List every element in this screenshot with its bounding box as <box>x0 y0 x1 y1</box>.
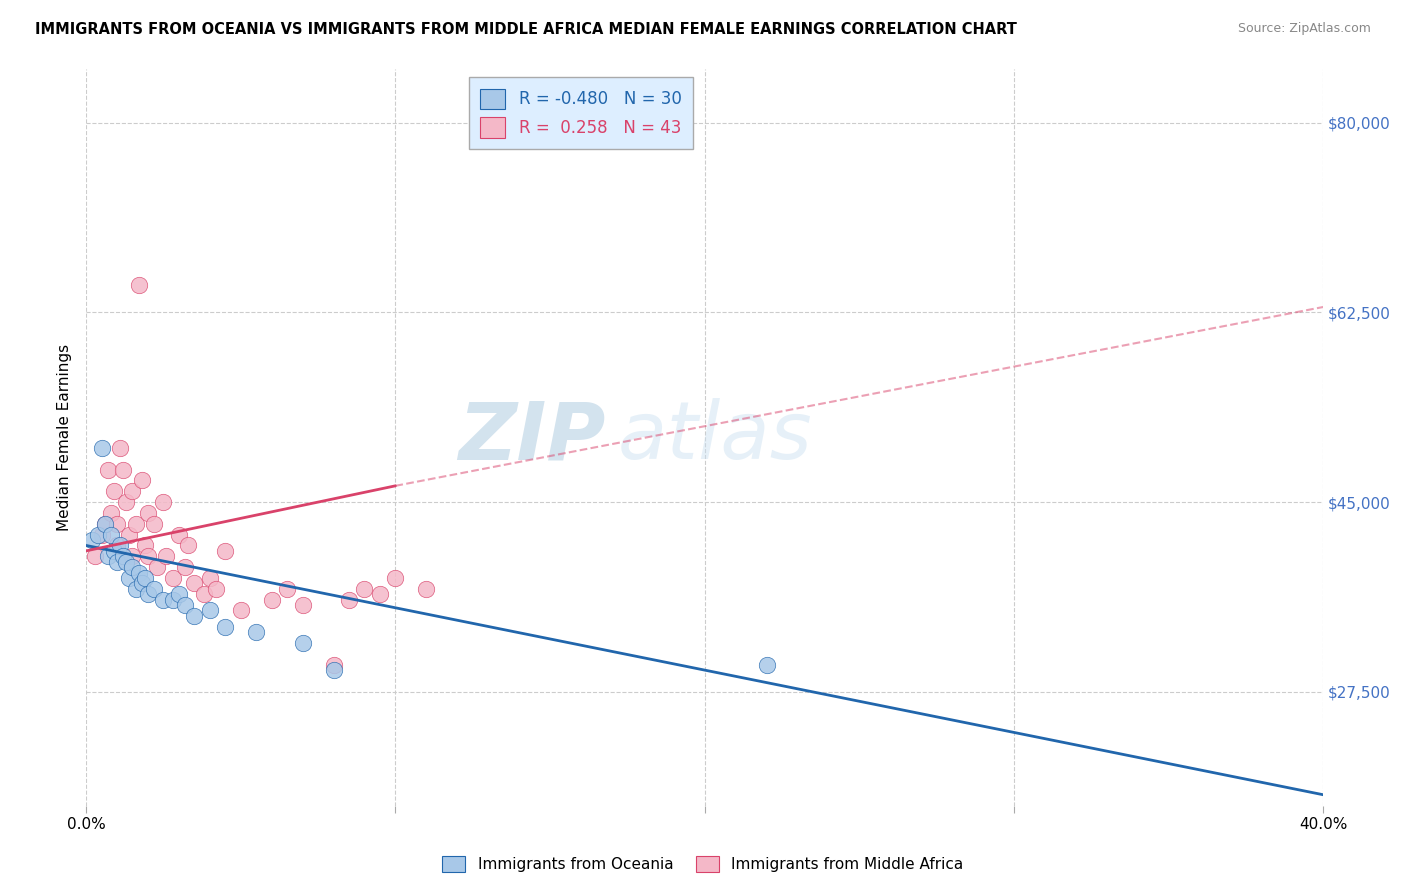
Text: ZIP: ZIP <box>458 398 606 476</box>
Point <box>124 516 146 531</box>
Point <box>214 620 236 634</box>
Point <box>205 582 228 596</box>
Point <box>174 560 197 574</box>
Point <box>131 474 153 488</box>
Point <box>100 527 122 541</box>
Point <box>146 560 169 574</box>
Point <box>162 571 184 585</box>
Legend: Immigrants from Oceania, Immigrants from Middle Africa: Immigrants from Oceania, Immigrants from… <box>434 848 972 880</box>
Point <box>97 549 120 564</box>
Point <box>368 587 391 601</box>
Point <box>134 538 156 552</box>
Point <box>260 592 283 607</box>
Point <box>90 527 112 541</box>
Point <box>337 592 360 607</box>
Point <box>143 582 166 596</box>
Point <box>105 538 128 552</box>
Text: Source: ZipAtlas.com: Source: ZipAtlas.com <box>1237 22 1371 36</box>
Point <box>174 598 197 612</box>
Point <box>136 506 159 520</box>
Point <box>128 278 150 293</box>
Point <box>82 533 104 547</box>
Point <box>152 495 174 509</box>
Point <box>103 544 125 558</box>
Point <box>100 506 122 520</box>
Point <box>214 544 236 558</box>
Point <box>353 582 375 596</box>
Point <box>121 484 143 499</box>
Point <box>105 555 128 569</box>
Point <box>384 571 406 585</box>
Point <box>198 571 221 585</box>
Point <box>322 657 344 672</box>
Point <box>183 576 205 591</box>
Point <box>93 516 115 531</box>
Point <box>755 657 778 672</box>
Point <box>115 495 138 509</box>
Point <box>193 587 215 601</box>
Point <box>183 608 205 623</box>
Point <box>112 462 135 476</box>
Point <box>177 538 200 552</box>
Point <box>84 549 107 564</box>
Point <box>167 527 190 541</box>
Point <box>245 625 267 640</box>
Point <box>112 549 135 564</box>
Text: IMMIGRANTS FROM OCEANIA VS IMMIGRANTS FROM MIDDLE AFRICA MEDIAN FEMALE EARNINGS : IMMIGRANTS FROM OCEANIA VS IMMIGRANTS FR… <box>35 22 1017 37</box>
Legend: R = -0.480   N = 30, R =  0.258   N = 43: R = -0.480 N = 30, R = 0.258 N = 43 <box>468 77 693 149</box>
Text: atlas: atlas <box>619 398 813 476</box>
Point <box>229 603 252 617</box>
Point <box>136 549 159 564</box>
Point <box>103 484 125 499</box>
Point <box>131 576 153 591</box>
Point <box>162 592 184 607</box>
Point <box>105 516 128 531</box>
Point <box>291 598 314 612</box>
Point <box>136 587 159 601</box>
Point <box>108 441 131 455</box>
Point <box>167 587 190 601</box>
Point <box>97 462 120 476</box>
Point <box>108 538 131 552</box>
Point <box>121 560 143 574</box>
Point <box>155 549 177 564</box>
Point <box>134 571 156 585</box>
Point <box>90 441 112 455</box>
Point <box>152 592 174 607</box>
Point <box>93 516 115 531</box>
Point <box>124 582 146 596</box>
Point <box>198 603 221 617</box>
Point <box>118 527 141 541</box>
Point <box>143 516 166 531</box>
Point <box>128 566 150 580</box>
Point <box>121 549 143 564</box>
Point <box>322 663 344 677</box>
Point <box>118 571 141 585</box>
Point <box>87 527 110 541</box>
Point <box>276 582 298 596</box>
Point <box>291 636 314 650</box>
Y-axis label: Median Female Earnings: Median Female Earnings <box>58 343 72 531</box>
Point <box>415 582 437 596</box>
Point <box>115 555 138 569</box>
